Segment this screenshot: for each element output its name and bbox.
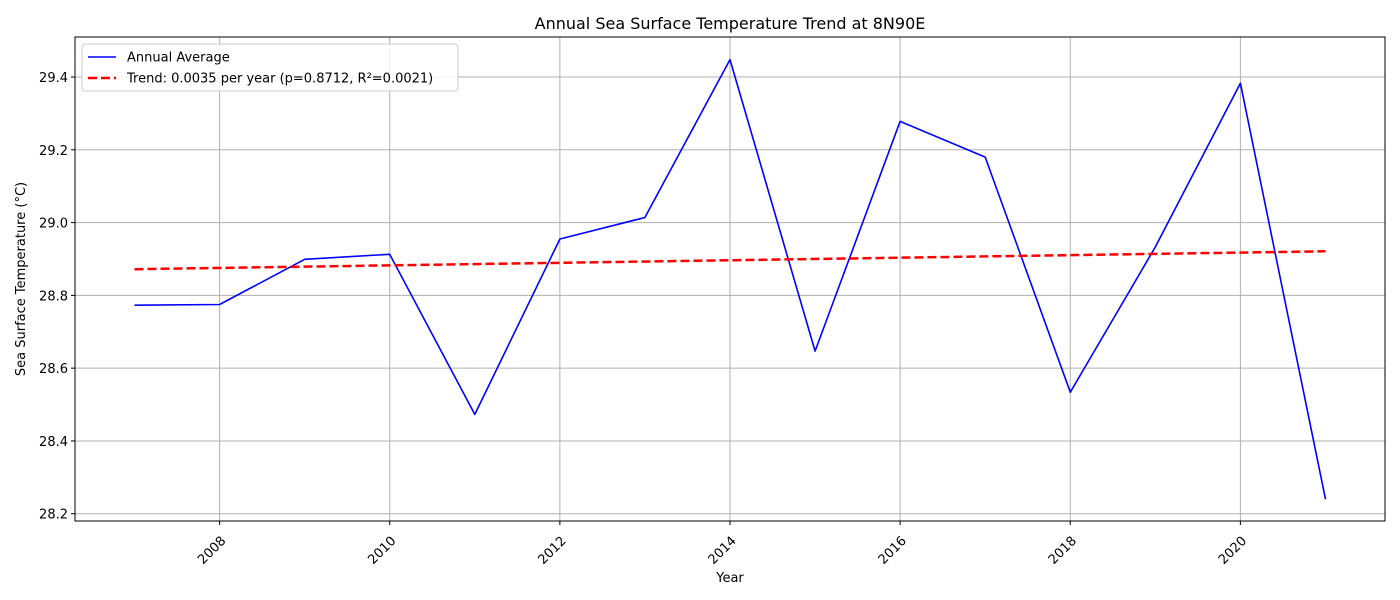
y-axis-ticks: 28.2 28.4 28.6 28.8 29.0 29.2 29.4: [39, 71, 75, 523]
legend-entry-label: Trend: 0.0035 per year (p=0.8712, R²=0.0…: [126, 72, 433, 87]
series-layer: [134, 58, 1327, 500]
y-axis-label: Sea Surface Temperature (°C): [14, 182, 29, 376]
legend-box: [81, 43, 459, 92]
series-line-1: [134, 250, 1326, 271]
x-axis-ticks: 2008 2010 2012 2014 2016 2018 2020: [195, 521, 1250, 568]
y-tick-label: 28.8: [39, 289, 68, 304]
x-tick-label: 2018: [1046, 534, 1080, 568]
legend: Annual Average Trend: 0.0035 per year (p=…: [81, 43, 459, 92]
y-tick-label: 28.2: [39, 508, 68, 523]
y-tick-label: 29.0: [39, 217, 68, 232]
x-tick-label: 2016: [876, 534, 910, 568]
y-tick-label: 28.6: [39, 362, 68, 377]
series-line-0: [134, 58, 1327, 500]
grid: [75, 37, 1385, 521]
x-axis-label: Year: [715, 571, 744, 586]
x-tick-label: 2010: [365, 534, 399, 568]
x-tick-label: 2014: [706, 534, 740, 568]
y-tick-label: 29.4: [39, 71, 68, 86]
x-tick-label: 2008: [195, 534, 229, 568]
legend-entry-label: Annual Average: [127, 51, 230, 66]
y-tick-label: 28.4: [39, 435, 68, 450]
chart-title: Annual Sea Surface Temperature Trend at …: [535, 14, 926, 33]
x-tick-label: 2012: [536, 534, 570, 568]
x-tick-label: 2020: [1216, 534, 1250, 568]
y-tick-label: 29.2: [39, 144, 68, 159]
